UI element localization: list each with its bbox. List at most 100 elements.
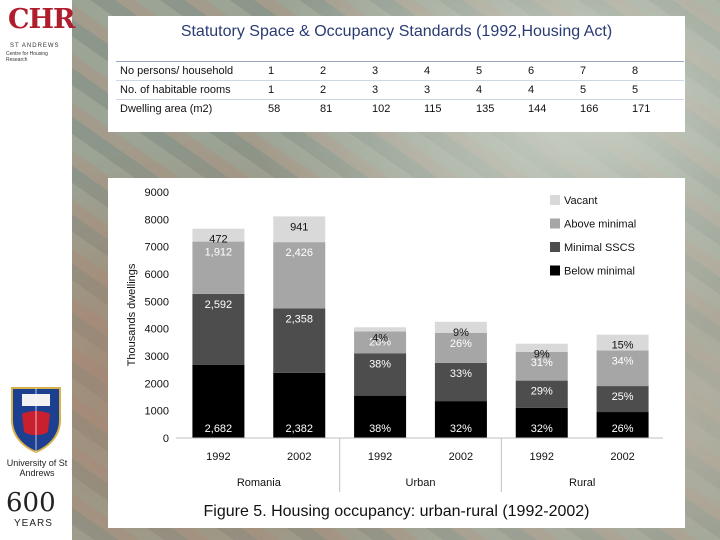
bar-segment	[192, 228, 245, 242]
table-cell: 144	[528, 99, 580, 118]
x-tick-label: 2002	[610, 451, 634, 463]
table-cell: 171	[632, 99, 684, 118]
legend-label: Below minimal	[564, 266, 635, 278]
university-name: University of St Andrews	[6, 458, 68, 478]
chr-logo: CHR ST ANDREWS Centre for Housing Resear…	[4, 4, 75, 66]
table-cell: 8	[632, 61, 684, 81]
anniversary-label: YEARS	[14, 518, 53, 529]
table-row-label: No. of habitable rooms	[116, 80, 268, 100]
table-cell: 3	[424, 80, 476, 100]
y-tick-label: 4000	[145, 324, 169, 336]
data-label: 9%	[453, 327, 469, 339]
data-label: 2,592	[205, 299, 233, 311]
table-row: No persons/ household 1 2 3 4 5 6 7 8	[116, 61, 684, 81]
legend-swatch	[550, 218, 560, 229]
legend-label: Minimal SSCS	[564, 242, 635, 254]
data-label: 2,682	[205, 423, 233, 435]
table-row-label: Dwelling area (m2)	[116, 99, 268, 118]
table-cell: 7	[580, 61, 632, 81]
table-cell: 3	[372, 80, 424, 100]
y-tick-label: 6000	[145, 269, 169, 281]
standards-title: Statutory Space & Occupancy Standards (1…	[180, 23, 613, 40]
table-cell: 2	[320, 80, 372, 100]
table-cell: 81	[320, 99, 372, 118]
data-label: 31%	[531, 357, 553, 369]
legend-swatch	[550, 195, 560, 205]
bar-segment	[192, 364, 245, 438]
data-label: 2,358	[285, 313, 313, 325]
bar-segment	[273, 242, 326, 309]
table-cell: 2	[320, 61, 372, 81]
table-cell: 6	[528, 61, 580, 81]
chr-logo-text: CHR	[8, 4, 75, 35]
y-tick-label: 2000	[145, 378, 169, 390]
table-cell: 4	[528, 80, 580, 100]
table-cell: 3	[372, 61, 424, 81]
y-tick-label: 5000	[145, 296, 169, 308]
anniversary-number: 600	[6, 488, 56, 518]
bar-segment	[354, 353, 407, 396]
table-row: Dwelling area (m2) 58 81 102 115 135 144 166 171	[116, 99, 684, 118]
bar-segment	[354, 327, 407, 332]
x-tick-label: 1992	[530, 451, 554, 463]
bar-segment	[596, 334, 649, 351]
data-label: 20%	[369, 336, 391, 348]
data-label: 29%	[531, 386, 553, 398]
occupancy-chart: Thousands dwellings 0 1000 2000 3000 4000 5000…	[126, 187, 663, 492]
bar-segment	[354, 331, 407, 354]
table-cell: 166	[580, 99, 632, 118]
data-label: 32%	[531, 423, 553, 435]
data-label: 26%	[450, 338, 472, 350]
x-tick-label: 1992	[206, 451, 230, 463]
table-cell: 4	[476, 80, 528, 100]
data-label: 34%	[612, 356, 634, 368]
bar-segment	[273, 308, 326, 373]
data-label: 9%	[534, 349, 550, 361]
bar-segment	[515, 407, 568, 438]
group-label: Rural	[569, 477, 595, 489]
data-label: 4%	[372, 332, 388, 344]
y-tick-label: 0	[163, 433, 169, 445]
legend-swatch	[550, 242, 560, 252]
table-row-label: No persons/ household	[116, 61, 268, 81]
bar-segment	[434, 401, 487, 438]
figure-caption: Figure 5. Housing occupancy: urban-rural…	[203, 503, 590, 520]
bar-segment	[596, 412, 649, 438]
data-label: 33%	[450, 368, 472, 380]
bar-segment	[515, 343, 568, 352]
x-tick-label: 2002	[287, 451, 311, 463]
bar-segment	[515, 380, 568, 408]
standards-table: No persons/ household 1 2 3 4 5 6 7 8 No. of habi…	[116, 61, 684, 118]
data-label: 1,912	[205, 247, 233, 259]
bar-segment	[192, 241, 245, 294]
caption-panel: Figure 5. Housing occupancy: urban-rural…	[108, 493, 685, 528]
table-cell: 102	[372, 99, 424, 118]
bar-segment	[273, 216, 326, 243]
data-label: 25%	[612, 391, 634, 403]
x-tick-label: 1992	[368, 451, 392, 463]
bar-segment	[192, 293, 245, 365]
legend-swatch	[550, 265, 560, 276]
y-axis-label: Thousands dwellings	[126, 263, 138, 366]
y-tick-label: 8000	[145, 214, 169, 226]
chart-panel: Thousands dwellings 0 1000 2000 3000 4000 5000…	[108, 178, 685, 493]
table-cell: 5	[476, 61, 528, 81]
data-label: 15%	[612, 340, 634, 352]
table-cell: 5	[632, 80, 684, 100]
bar-segment	[434, 321, 487, 333]
table-cell: 135	[476, 99, 528, 118]
group-label: Urban	[406, 477, 436, 489]
table-cell: 58	[268, 99, 320, 118]
bar-segment	[354, 395, 407, 438]
bar-segment	[596, 350, 649, 387]
bar-segment	[596, 386, 649, 413]
bar-segment	[515, 351, 568, 381]
y-tick-label: 1000	[145, 406, 169, 418]
data-label: 38%	[369, 358, 391, 370]
data-label: 941	[290, 221, 308, 233]
table-cell: 1	[268, 61, 320, 81]
legend-label: Above minimal	[564, 219, 636, 231]
group-label: Romania	[237, 477, 282, 489]
data-label: 472	[209, 234, 227, 246]
table-cell: 5	[580, 80, 632, 100]
